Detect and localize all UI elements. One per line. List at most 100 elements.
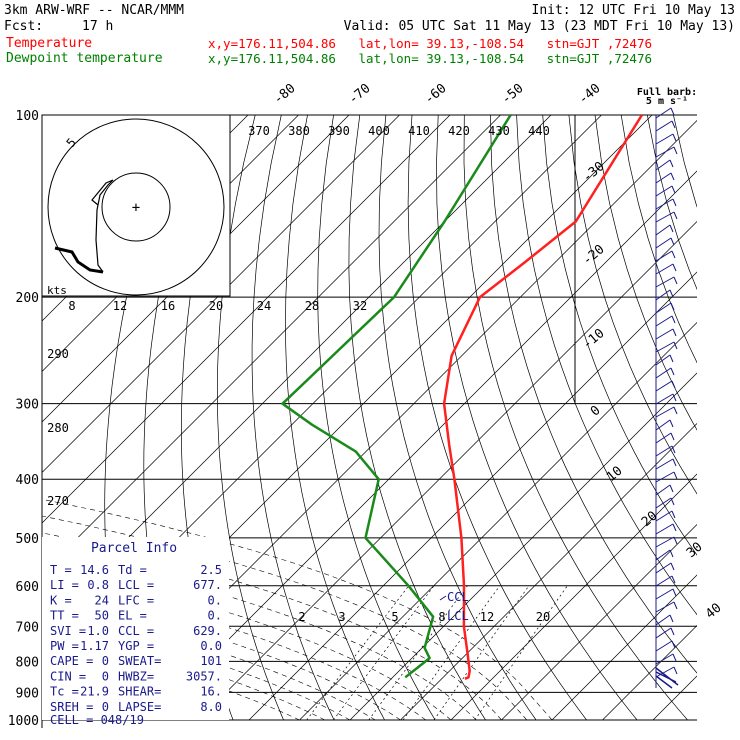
parcel-info-key: LCL = [118, 578, 154, 592]
hodograph-outer-ring [47, 118, 225, 296]
wind-barb-staff [655, 588, 674, 600]
legend-temperature-name: Temperature [6, 36, 93, 51]
wind-barb [655, 315, 676, 327]
hodo-speed-label: 16 [161, 299, 175, 313]
wind-barb-flag [673, 341, 678, 350]
wind-barb-staff [655, 120, 673, 132]
moist-adiabat [42, 603, 376, 721]
isotherm-label: 0 [588, 403, 604, 420]
wind-barb-flag [673, 601, 678, 610]
wind-barb [655, 575, 676, 587]
isotherm-label: -80 [271, 81, 299, 108]
wind-barb-staff [655, 666, 675, 678]
wind-barb-staff [655, 354, 671, 366]
wind-barb [655, 133, 677, 145]
wind-barb [655, 107, 675, 119]
wind-barb-staff [655, 497, 672, 509]
wind-barb [655, 471, 678, 483]
wind-barb [655, 549, 674, 561]
wind-barb [655, 224, 674, 236]
wind-barb [655, 393, 677, 405]
wind-barb [655, 341, 678, 353]
theta-e-label: 400 [368, 124, 390, 138]
pressure-tick-label: 900 [16, 686, 39, 701]
wind-barb-staff [655, 471, 675, 483]
parcel-info-value: 629. [193, 624, 222, 638]
dry-adiabat [726, 115, 740, 720]
mixing-ratio-label: 20 [536, 610, 550, 624]
wind-barb [655, 601, 678, 613]
wind-barb-flag [670, 172, 675, 181]
wind-barb-flag [669, 549, 674, 558]
wind-barb-staff [655, 380, 673, 392]
wind-barb-staff [655, 315, 673, 327]
mixing-ratio-line [306, 585, 409, 721]
parcel-info-value: 1.17 [80, 639, 109, 653]
wind-barb [655, 536, 678, 548]
wind-barb-flag [673, 276, 678, 285]
wind-barb [655, 406, 678, 418]
parcel-info-key: CIN = [50, 669, 86, 683]
dry-adiabat [348, 115, 486, 721]
parcel-info-key: YGP = [118, 639, 154, 653]
wind-barb-flag [669, 484, 674, 493]
wind-barb-staff [655, 185, 673, 197]
isotherm-label: -50 [499, 81, 527, 108]
parcel-info-value: 0.8 [87, 578, 109, 592]
wind-barb-staff [655, 107, 672, 119]
wind-barb-staff [655, 640, 673, 652]
wind-barb-staff [655, 510, 673, 522]
wind-barb-staff [655, 549, 671, 561]
wind-barb-flag [669, 614, 674, 623]
isotherm [248, 271, 697, 721]
wind-barb-flag [669, 354, 674, 363]
wind-barb [655, 211, 678, 223]
wind-barb-flag [672, 133, 677, 142]
parcel-info-key: LI = [50, 578, 79, 592]
mixing-ratio-label: 2 [298, 610, 305, 624]
pressure-tick-label: 800 [16, 655, 39, 670]
wind-barb [655, 614, 674, 626]
wind-barb-flag [673, 146, 678, 155]
wind-barb-flag [672, 523, 677, 532]
wind-barb-flag [673, 666, 678, 675]
wind-barb [655, 263, 677, 275]
parcel-info-value: 50 [95, 609, 109, 623]
parcel-info-key: Td = [118, 563, 147, 577]
ccl-marker: CCL [447, 590, 469, 604]
theta-e-label: 380 [288, 124, 310, 138]
mixing-ratio-label: 12 [480, 610, 494, 624]
dry-adiabat [251, 115, 335, 721]
forecast-label: Fcst: [4, 19, 44, 34]
ccl-tick [439, 595, 447, 601]
dry-adiabat [490, 115, 697, 674]
wind-barb [655, 497, 675, 509]
wind-barb-staff [655, 445, 673, 457]
theta-e-label: 420 [448, 124, 470, 138]
wind-barb [655, 185, 676, 197]
pressure-tick-label: 1000 [8, 714, 39, 729]
isotherm [147, 170, 697, 721]
dry-adiabat [620, 115, 697, 364]
wind-barb [655, 159, 674, 171]
isotherm-label: -60 [422, 81, 450, 108]
wind-barb-staff [655, 367, 672, 379]
parcel-info-key: LFC = [118, 593, 154, 607]
mixing-ratio-line [402, 585, 500, 721]
wind-barb-staff [655, 211, 675, 223]
isotherm [551, 574, 697, 721]
dry-adiabat [407, 115, 587, 721]
wind-key-value: 5 m s⁻¹ [646, 96, 688, 107]
wind-barb-staff [655, 302, 672, 314]
wind-barb-flag [670, 107, 675, 116]
parcel-info-cell: CELL = 048/19 [50, 713, 144, 727]
isotherm-label: -40 [576, 81, 604, 108]
wind-barb [655, 627, 675, 639]
legend-dewpoint-name: Dewpoint temperature [6, 51, 163, 66]
wind-barb-flag [671, 640, 676, 649]
wind-barb-flag [673, 536, 678, 545]
moist-adiabat [42, 532, 502, 721]
hodograph-center: + [132, 200, 140, 216]
